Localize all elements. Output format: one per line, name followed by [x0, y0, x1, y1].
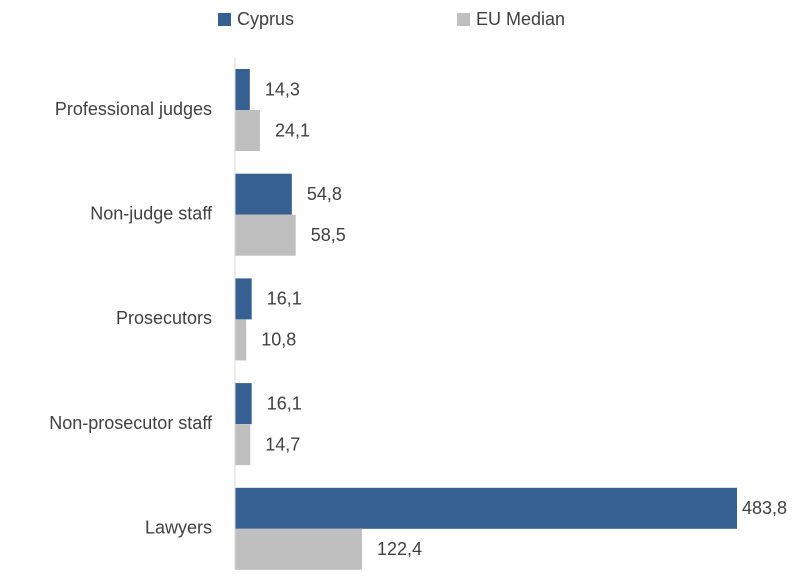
y-tick-label: Lawyers: [145, 518, 212, 538]
value-label: 122,4: [377, 539, 422, 559]
y-tick-label: Professional judges: [55, 99, 212, 119]
value-label: 16,1: [267, 289, 302, 309]
bar: [235, 173, 292, 215]
value-label: 483,8: [742, 498, 787, 518]
value-label: 58,5: [311, 225, 346, 245]
value-label: 54,8: [307, 184, 342, 204]
bar: [235, 110, 261, 151]
value-label: 24,1: [275, 120, 310, 140]
bar: [235, 487, 737, 529]
value-label: 14,3: [265, 79, 300, 99]
bar: [235, 69, 250, 110]
bar: [235, 319, 247, 361]
legend-swatch: [218, 13, 231, 26]
bar: [235, 528, 363, 570]
legend-label: Cyprus: [237, 9, 294, 29]
y-tick-label: Non-judge staff: [90, 203, 213, 223]
bar: [235, 278, 252, 320]
y-tick-label: Non-prosecutor staff: [49, 413, 213, 433]
bar: [235, 214, 296, 256]
bar: [235, 424, 251, 466]
value-label: 14,7: [265, 434, 300, 454]
legend-label: EU Median: [476, 9, 565, 29]
bar: [235, 383, 252, 425]
value-label: 10,8: [261, 330, 296, 350]
value-label: 16,1: [267, 393, 302, 413]
y-tick-label: Prosecutors: [116, 308, 212, 328]
legend-swatch: [457, 13, 470, 26]
